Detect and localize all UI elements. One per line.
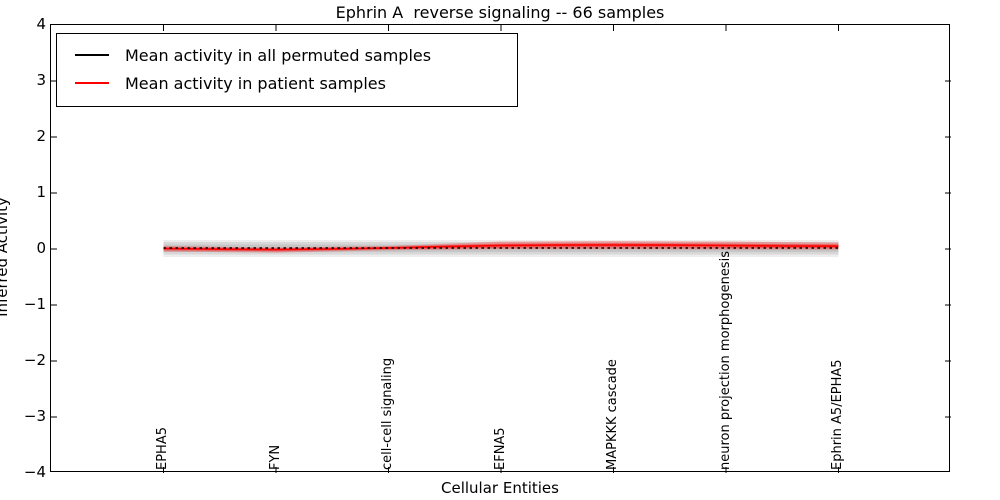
chart-title: Ephrin A reverse signaling -- 66 samples <box>335 3 665 22</box>
y-tick-label: −4 <box>23 463 46 481</box>
y-tick-label: −2 <box>23 351 46 369</box>
x-tick-label-neuron-proj: neuron projection morphogenesis <box>718 251 733 470</box>
x-tick-label-epha5: EPHA5 <box>155 427 170 470</box>
chart-canvas <box>51 25 951 473</box>
y-tick-label: 4 <box>36 15 46 33</box>
x-tick-label-mapkkk: MAPKKK cascade <box>605 359 620 470</box>
legend-row-permuted: Mean activity in all permuted samples <box>69 41 505 69</box>
x-tick-label-efna5: EFNA5 <box>493 427 508 470</box>
y-tick-label: 1 <box>36 183 46 201</box>
legend-label-patient: Mean activity in patient samples <box>125 73 386 93</box>
y-tick-label: 2 <box>36 127 46 145</box>
x-tick-label-ephrin-a5: Ephrin A5/EPHA5 <box>830 359 845 470</box>
patient-line-swatch <box>75 82 109 84</box>
x-axis-label: Cellular Entities <box>441 479 559 497</box>
y-tick-label: −1 <box>23 295 46 313</box>
y-tick-label: 3 <box>36 71 46 89</box>
legend-row-patient: Mean activity in patient samples <box>69 69 505 97</box>
permuted-line-swatch <box>75 54 109 56</box>
y-tick-label: −3 <box>23 407 46 425</box>
x-tick-label-fyn: FYN <box>268 444 283 470</box>
y-axis-label: Inferred Activity <box>0 197 11 317</box>
legend: Mean activity in all permuted samples Me… <box>56 33 518 107</box>
y-tick-label: 0 <box>36 239 46 257</box>
axis-ticks <box>51 25 951 473</box>
legend-label-permuted: Mean activity in all permuted samples <box>125 45 432 65</box>
patient-mean-line <box>163 244 839 251</box>
x-tick-label-cell-cell: cell-cell signaling <box>380 357 395 470</box>
